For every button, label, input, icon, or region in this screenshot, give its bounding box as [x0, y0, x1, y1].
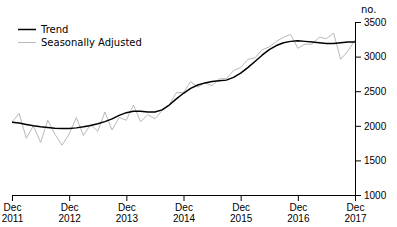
legend-item: Trend — [18, 24, 68, 35]
series-line — [12, 33, 355, 145]
legend: Trend Seasonally Adjusted — [18, 24, 142, 48]
y-tick-mark — [355, 57, 361, 58]
legend-label: Seasonally Adjusted — [41, 37, 142, 48]
y-axis-label: no. — [361, 4, 376, 15]
x-tick-label: Dec2015 — [230, 202, 253, 224]
y-tick: 3500 — [355, 17, 387, 28]
y-tick-label: 2500 — [364, 86, 387, 97]
y-tick: 3000 — [355, 51, 387, 62]
x-tick-mark — [241, 195, 242, 201]
y-tick: 1500 — [355, 155, 387, 166]
x-tick: Dec2011 — [2, 195, 24, 224]
y-tick: 1000 — [355, 190, 387, 201]
x-tick-label: Dec2014 — [173, 202, 196, 224]
x-tick-mark — [69, 195, 70, 201]
x-tick-label: Dec2011 — [2, 202, 24, 224]
x-tick-mark — [12, 195, 13, 201]
lines — [12, 33, 355, 145]
legend-item: Seasonally Adjusted — [18, 37, 142, 48]
y-tick-label: 1000 — [364, 190, 387, 201]
x-axis: Dec2011 Dec2012 Dec2013 Dec2014 Dec2015 Dec20… — [2, 195, 367, 224]
y-tick: 2000 — [355, 121, 387, 132]
legend-swatch — [18, 29, 36, 31]
series-line — [12, 41, 355, 129]
x-tick: Dec2012 — [59, 195, 82, 224]
chart: Dec2011 Dec2012 Dec2013 Dec2014 Dec2015 Dec20… — [0, 0, 397, 227]
x-tick-mark — [298, 195, 299, 201]
x-tick-label: Dec2016 — [287, 202, 310, 224]
y-axis: 1000 1500 2000 2500 3000 3500 — [355, 17, 387, 201]
y-tick-label: 2000 — [364, 121, 387, 132]
legend-label: Trend — [40, 24, 68, 35]
y-tick-mark — [355, 126, 361, 127]
x-tick-mark — [126, 195, 127, 201]
x-tick-label: Dec2012 — [59, 202, 82, 224]
y-tick-mark — [355, 195, 361, 196]
x-tick-mark — [184, 195, 185, 201]
x-tick: Dec2014 — [173, 195, 196, 224]
x-tick: Dec2013 — [116, 195, 139, 224]
y-tick-mark — [355, 160, 361, 161]
x-tick-label: Dec2013 — [116, 202, 139, 224]
y-tick-label: 1500 — [364, 155, 387, 166]
x-tick: Dec2016 — [287, 195, 310, 224]
x-tick: Dec2015 — [230, 195, 253, 224]
legend-swatch — [18, 42, 36, 43]
y-tick-mark — [355, 91, 361, 92]
y-tick-mark — [355, 22, 361, 23]
y-tick: 2500 — [355, 86, 387, 97]
x-tick-label: Dec2017 — [344, 202, 367, 224]
x-axis-line — [13, 196, 356, 202]
y-tick-label: 3000 — [364, 51, 387, 62]
y-axis-line — [356, 23, 362, 196]
plot: Dec2011 Dec2012 Dec2013 Dec2014 Dec2015 Dec20… — [2, 4, 387, 224]
y-tick-label: 3500 — [364, 17, 387, 28]
